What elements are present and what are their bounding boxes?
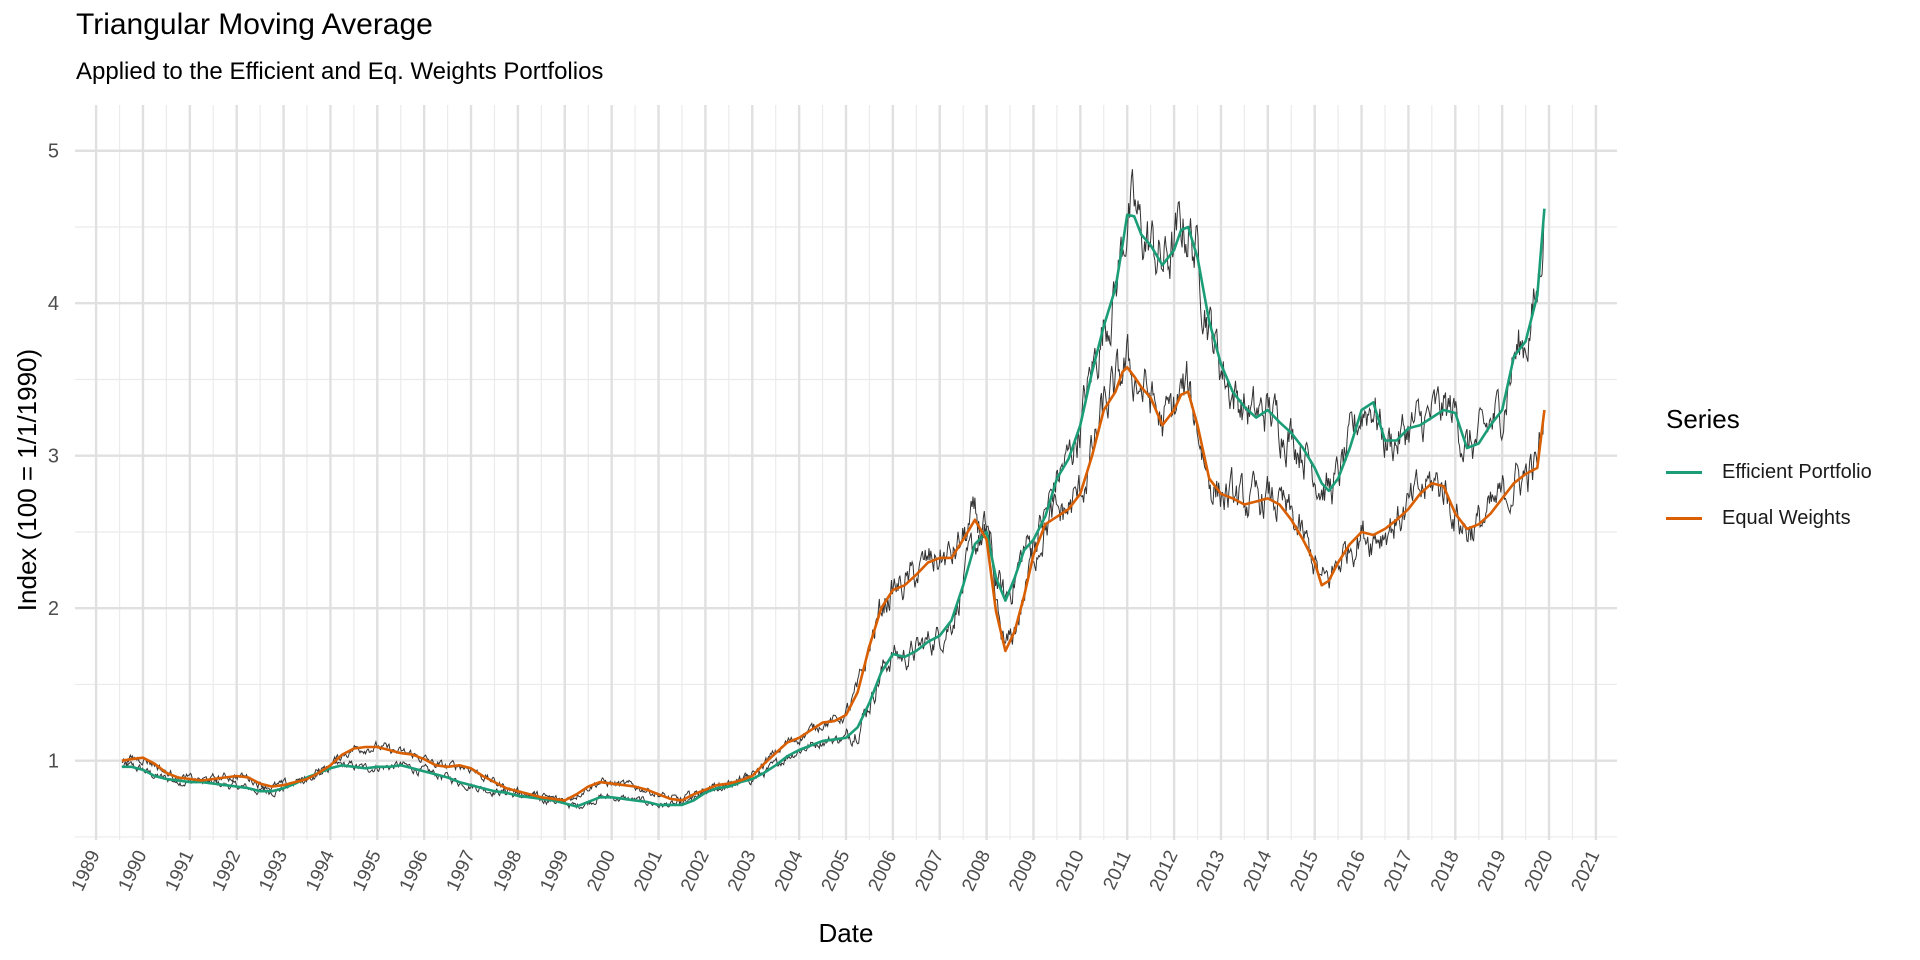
raw-index-line — [121, 333, 1545, 805]
y-axis-title: Index (100 = 1/1/1990) — [12, 349, 42, 611]
y-tick-label: 3 — [48, 446, 59, 468]
x-tick-label: 1995 — [349, 847, 386, 894]
x-tick-label: 1989 — [68, 847, 105, 894]
legend: Series Efficient Portfolio Equal Weights — [1666, 404, 1872, 541]
chart-subtitle: Applied to the Efficient and Eq. Weights… — [76, 58, 604, 85]
x-tick-label: 1999 — [536, 847, 573, 894]
series-line-equal-weights — [121, 365, 1546, 802]
x-tick-label: 2013 — [1193, 847, 1230, 894]
y-tick-label: 2 — [48, 598, 59, 620]
legend-key-equal-weights — [1666, 516, 1702, 520]
legend-item-efficient-portfolio[interactable]: Efficient Portfolio — [1666, 449, 1872, 495]
x-tick-label: 2015 — [1286, 847, 1323, 894]
chart-title: Triangular Moving Average — [76, 8, 433, 41]
x-tick-label: 2021 — [1568, 847, 1605, 894]
x-tick-label: 1992 — [208, 847, 245, 894]
legend-label-efficient-portfolio: Efficient Portfolio — [1722, 460, 1872, 483]
series-layer — [121, 208, 1546, 808]
legend-title: Series — [1666, 404, 1740, 434]
x-tick-label: 1991 — [161, 847, 198, 894]
legend-item-equal-weights[interactable]: Equal Weights — [1666, 495, 1872, 541]
x-tick-label: 1996 — [396, 847, 433, 894]
x-tick-label: 2016 — [1333, 847, 1370, 894]
x-tick-label: 2011 — [1099, 847, 1135, 893]
x-tick-label: 2003 — [724, 847, 761, 894]
x-tick-label: 2008 — [958, 847, 995, 894]
x-tick-label: 2012 — [1146, 847, 1183, 894]
x-tick-label: 2014 — [1239, 847, 1276, 895]
x-tick-label: 2010 — [1052, 847, 1089, 894]
x-tick-label: 2006 — [864, 847, 901, 894]
x-tick-label: 1993 — [255, 847, 292, 894]
x-tick-label: 2018 — [1427, 847, 1464, 894]
x-tick-label: 2000 — [583, 847, 620, 894]
y-tick-label: 1 — [48, 751, 59, 773]
x-tick-label: 2019 — [1474, 847, 1511, 894]
x-tick-label: 2005 — [818, 847, 855, 894]
x-tick-label: 2007 — [911, 847, 948, 894]
x-tick-label: 2004 — [771, 847, 808, 895]
grid-layer — [75, 105, 1617, 840]
x-tick-label: 1998 — [490, 847, 527, 894]
x-tick-label: 1990 — [115, 847, 152, 894]
x-tick-label: 1997 — [443, 847, 480, 894]
x-tick-label: 1994 — [302, 847, 339, 895]
y-tick-label: 5 — [48, 141, 59, 163]
x-axis-title: Date — [819, 918, 874, 948]
x-tick-label: 2009 — [1005, 847, 1042, 894]
legend-label-equal-weights: Equal Weights — [1722, 506, 1851, 529]
x-tick-label: 2017 — [1380, 847, 1417, 894]
x-tick-label: 2002 — [677, 847, 714, 894]
x-tick-label: 2020 — [1521, 847, 1558, 894]
x-tick-label: 2001 — [630, 847, 667, 894]
y-tick-label: 4 — [48, 293, 59, 315]
legend-key-efficient-portfolio — [1666, 470, 1702, 474]
series-line-efficient-portfolio — [121, 208, 1546, 808]
